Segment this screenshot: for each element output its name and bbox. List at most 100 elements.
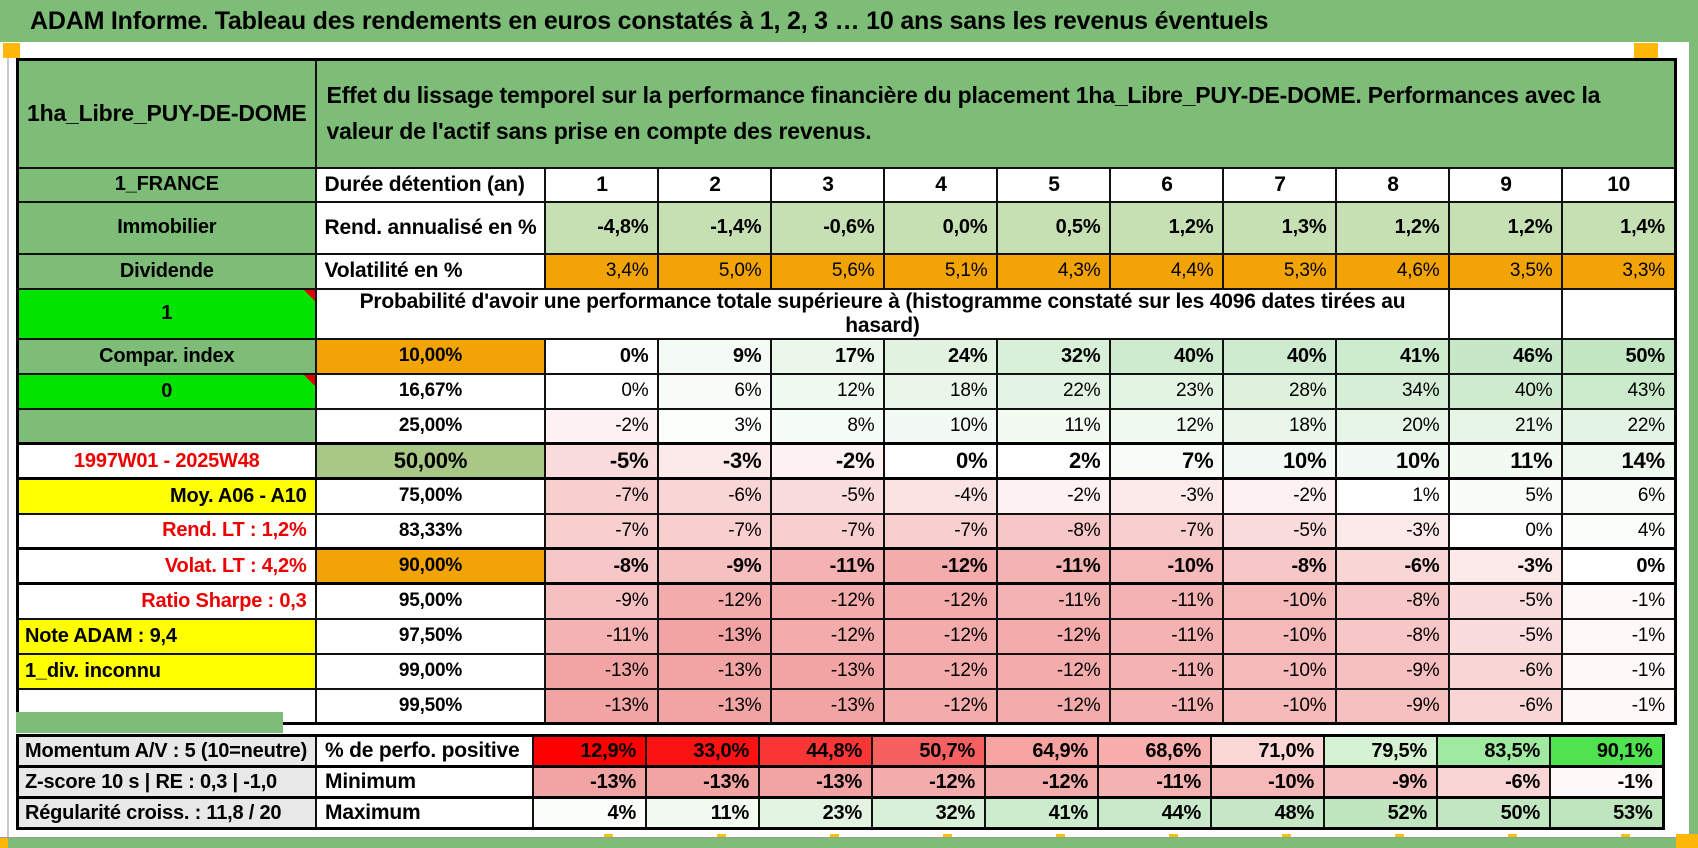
probability-value-cell[interactable]: 7% — [1109, 442, 1225, 480]
probability-value-cell[interactable]: -11% — [996, 547, 1112, 585]
threshold-cell[interactable]: 10,00% — [314, 337, 547, 375]
probability-value-cell[interactable]: 0% — [1561, 547, 1677, 585]
vol-value-cell[interactable]: 5,6% — [770, 252, 886, 290]
probability-value-cell[interactable]: -6% — [1448, 652, 1564, 690]
probability-value-cell[interactable]: -11% — [1109, 582, 1225, 620]
probability-value-cell[interactable]: -9% — [544, 582, 660, 620]
year-header-cell[interactable]: 4 — [883, 166, 999, 203]
summary-value-cell[interactable]: 64,9% — [984, 734, 1100, 768]
probability-value-cell[interactable]: 50% — [1561, 337, 1677, 375]
sidebar-cell[interactable]: Rend. LT : 1,2% — [16, 512, 317, 550]
rend-value-cell[interactable]: -0,6% — [770, 200, 886, 255]
summary-value-cell[interactable]: 52% — [1323, 796, 1439, 830]
probability-value-cell[interactable]: -12% — [883, 582, 999, 620]
year-header-cell[interactable]: 6 — [1109, 166, 1225, 203]
probability-value-cell[interactable]: -10% — [1222, 582, 1338, 620]
summary-value-cell[interactable]: 12,9% — [532, 734, 648, 768]
probability-value-cell[interactable]: 4% — [1561, 512, 1677, 550]
probability-value-cell[interactable]: 43% — [1561, 372, 1677, 410]
empty-cell[interactable] — [1448, 287, 1564, 340]
sidebar-cell[interactable]: Note ADAM : 9,4 — [16, 617, 317, 655]
summary-value-cell[interactable]: 44,8% — [758, 734, 874, 768]
probability-value-cell[interactable]: 8% — [770, 407, 886, 445]
regularity-label-cell[interactable]: Régularité croiss. : 11,8 / 20 — [16, 796, 318, 830]
threshold-cell[interactable]: 90,00% — [314, 547, 547, 585]
probability-value-cell[interactable]: -2% — [1222, 477, 1338, 515]
probability-value-cell[interactable]: -2% — [996, 477, 1112, 515]
probability-value-cell[interactable]: -13% — [657, 652, 773, 690]
sidebar-cell[interactable]: Ratio Sharpe : 0,3 — [16, 582, 317, 620]
maximum-label-cell[interactable]: Maximum — [315, 796, 535, 830]
probability-value-cell[interactable]: -12% — [996, 617, 1112, 655]
probability-value-cell[interactable]: -12% — [657, 582, 773, 620]
probability-value-cell[interactable]: 0% — [1448, 512, 1564, 550]
probability-value-cell[interactable]: -7% — [544, 512, 660, 550]
probability-value-cell[interactable]: 6% — [657, 372, 773, 410]
probability-value-cell[interactable]: 23% — [1109, 372, 1225, 410]
summary-value-cell[interactable]: -1% — [1549, 765, 1665, 799]
sidebar-cell-flag-one[interactable]: 1 — [16, 287, 317, 340]
vol-value-cell[interactable]: 3,5% — [1448, 252, 1564, 290]
probability-value-cell[interactable]: -7% — [544, 477, 660, 515]
rend-value-cell[interactable]: 0,5% — [996, 200, 1112, 255]
rend-value-cell[interactable]: -1,4% — [657, 200, 773, 255]
probability-value-cell[interactable]: -6% — [1335, 547, 1451, 585]
table-description-cell[interactable]: Effet du lissage temporel sur la perform… — [314, 58, 1677, 169]
probability-value-cell[interactable]: -11% — [770, 547, 886, 585]
summary-value-cell[interactable]: -11% — [1097, 765, 1213, 799]
probability-value-cell[interactable]: -5% — [770, 477, 886, 515]
probability-value-cell[interactable]: 46% — [1448, 337, 1564, 375]
probability-value-cell[interactable]: 28% — [1222, 372, 1338, 410]
summary-value-cell[interactable]: 44% — [1097, 796, 1213, 830]
probability-value-cell[interactable]: -11% — [1109, 687, 1225, 725]
probability-value-cell[interactable]: 24% — [883, 337, 999, 375]
year-header-cell[interactable]: 7 — [1222, 166, 1338, 203]
sidebar-cell[interactable]: Volat. LT : 4,2% — [16, 547, 317, 585]
threshold-cell[interactable]: 25,00% — [314, 407, 547, 445]
sidebar-cell[interactable] — [16, 407, 317, 445]
probability-value-cell[interactable]: 6% — [1561, 477, 1677, 515]
threshold-cell[interactable]: 95,00% — [314, 582, 547, 620]
summary-value-cell[interactable]: 71,0% — [1210, 734, 1326, 768]
summary-value-cell[interactable]: -13% — [758, 765, 874, 799]
summary-value-cell[interactable]: -10% — [1210, 765, 1326, 799]
vol-label-cell[interactable]: Volatilité en % — [314, 252, 547, 290]
summary-value-cell[interactable]: -12% — [871, 765, 987, 799]
rend-value-cell[interactable]: 1,3% — [1222, 200, 1338, 255]
probability-value-cell[interactable]: 10% — [1335, 442, 1451, 480]
probability-value-cell[interactable]: -12% — [770, 617, 886, 655]
empty-cell[interactable] — [1561, 287, 1677, 340]
probability-value-cell[interactable]: -10% — [1109, 547, 1225, 585]
probability-value-cell[interactable]: -6% — [657, 477, 773, 515]
summary-value-cell[interactable]: 68,6% — [1097, 734, 1213, 768]
positive-perf-label-cell[interactable]: % de perfo. positive — [315, 734, 535, 768]
probability-value-cell[interactable]: -12% — [883, 652, 999, 690]
vol-value-cell[interactable]: 4,3% — [996, 252, 1112, 290]
summary-value-cell[interactable]: 32% — [871, 796, 987, 830]
summary-value-cell[interactable]: 50% — [1436, 796, 1552, 830]
probability-value-cell[interactable]: 17% — [770, 337, 886, 375]
summary-value-cell[interactable]: -12% — [984, 765, 1100, 799]
vol-value-cell[interactable]: 4,6% — [1335, 252, 1451, 290]
probability-value-cell[interactable]: 32% — [996, 337, 1112, 375]
sidebar-cell[interactable]: 1997W01 - 2025W48 — [16, 442, 317, 480]
probability-value-cell[interactable]: -12% — [883, 617, 999, 655]
vol-value-cell[interactable]: 5,0% — [657, 252, 773, 290]
probability-value-cell[interactable]: -3% — [1448, 547, 1564, 585]
summary-value-cell[interactable]: 79,5% — [1323, 734, 1439, 768]
probability-value-cell[interactable]: 34% — [1335, 372, 1451, 410]
vol-value-cell[interactable]: 3,4% — [544, 252, 660, 290]
sidebar-cell-dividend[interactable]: Dividende — [16, 252, 317, 290]
rend-value-cell[interactable]: 1,2% — [1109, 200, 1225, 255]
summary-value-cell[interactable]: 33,0% — [645, 734, 761, 768]
summary-value-cell[interactable]: 23% — [758, 796, 874, 830]
summary-value-cell[interactable]: -6% — [1436, 765, 1552, 799]
probability-value-cell[interactable]: -7% — [1109, 512, 1225, 550]
probability-value-cell[interactable]: 10% — [883, 407, 999, 445]
probability-value-cell[interactable]: -3% — [1109, 477, 1225, 515]
probability-value-cell[interactable]: 22% — [996, 372, 1112, 410]
year-header-cell[interactable]: 8 — [1335, 166, 1451, 203]
threshold-cell[interactable]: 99,00% — [314, 652, 547, 690]
probability-value-cell[interactable]: 40% — [1222, 337, 1338, 375]
probability-value-cell[interactable]: 0% — [544, 372, 660, 410]
